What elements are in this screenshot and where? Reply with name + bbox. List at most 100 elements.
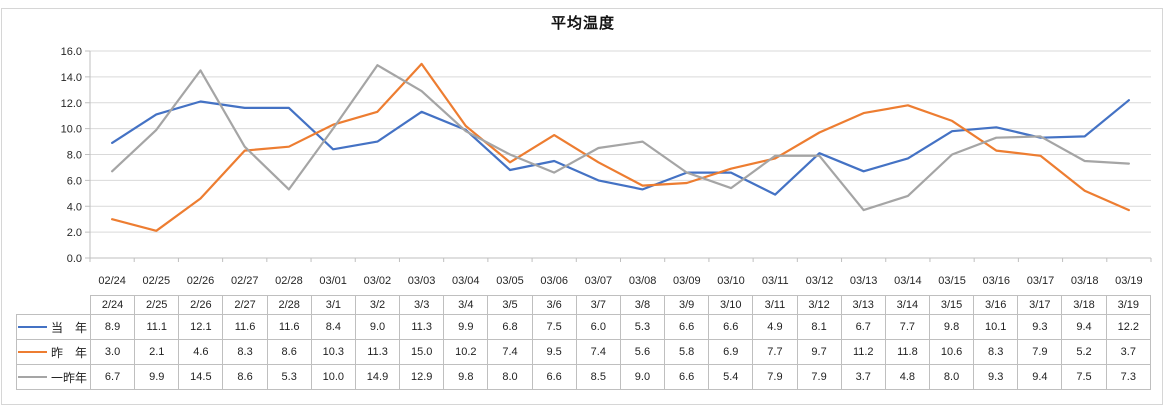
svg-text:03/01: 03/01 [319,275,347,287]
legend-series-name: 一昨年 [51,370,88,385]
table-value-cell: 7.5 [1061,364,1107,390]
table-header-cell: 2/25 [134,295,180,315]
table-header-cell: 2/24 [89,295,136,315]
table-header-cell: 2/26 [178,295,224,315]
table-value-cell: 4.9 [752,314,798,340]
legend-series-name: 当 年 [51,320,88,335]
table-value-cell: 6.6 [664,364,710,390]
table-value-cell: 9.4 [1061,314,1107,340]
table-value-cell: 14.5 [178,364,224,390]
table-header-cell: 3/3 [399,295,445,315]
table-value-cell: 5.2 [1061,339,1107,365]
svg-text:03/10: 03/10 [717,275,745,287]
svg-text:03/12: 03/12 [806,275,834,287]
svg-text:4.0: 4.0 [67,201,82,213]
table-value-cell: 9.8 [443,364,489,390]
table-value-cell: 4.6 [178,339,224,365]
svg-text:03/14: 03/14 [894,275,922,287]
table-value-cell: 10.2 [443,339,489,365]
table-value-cell: 12.2 [1105,314,1152,340]
svg-text:02/24: 02/24 [98,275,126,287]
table-value-cell: 6.6 [708,314,754,340]
table-value-cell: 8.6 [222,364,268,390]
table-value-cell: 8.0 [928,364,975,390]
legend-series-name: 昨 年 [51,345,88,360]
svg-text:03/18: 03/18 [1071,275,1099,287]
table-value-cell: 9.0 [354,314,401,340]
table-value-cell: 8.3 [222,339,268,365]
table-value-cell: 10.3 [310,339,356,365]
table-value-cell: 10.1 [973,314,1019,340]
table-value-cell: 3.7 [840,364,886,390]
svg-text:03/04: 03/04 [452,275,480,287]
table-value-cell: 7.3 [1105,364,1152,390]
table-value-cell: 7.9 [1017,339,1063,365]
chart-data-table: 2/24 2/25 2/26 2/27 2/28 3/1 3/2 3/3 3/4 3/5 3/6 3/… [16,295,1152,390]
legend-line-swatch [18,326,47,328]
table-row-series-0: 当 年 8.9 11.1 12.1 11.6 11.6 8.4 9.0 11.3 9.9 6.8 7.… [16,314,1152,340]
table-value-cell: 9.3 [973,364,1019,390]
legend-key-cell: 一昨年 [16,364,91,390]
table-header-cell: 3/18 [1061,295,1107,315]
line-chart-plot: 0.02.04.06.08.010.012.014.016.002/24 02/2… [61,46,1152,287]
svg-text:02/28: 02/28 [275,275,303,287]
table-value-cell: 3.0 [89,339,136,365]
table-value-cell: 8.1 [796,314,842,340]
table-value-cell: 9.3 [1017,314,1063,340]
gridlines [85,50,1151,259]
y-axis-labels: 0.0 2.0 4.0 6.0 8.0 10.0 12.0 14.0 16.0 [61,46,82,265]
table-value-cell: 6.7 [89,364,136,390]
legend-key-cell: 当 年 [16,314,91,340]
svg-text:02/25: 02/25 [143,275,171,287]
legend-key-cell: 昨 年 [16,339,91,365]
table-header-cell: 3/4 [443,295,489,315]
svg-text:0.0: 0.0 [67,253,82,265]
table-value-cell: 10.0 [310,364,356,390]
table-value-cell: 9.7 [796,339,842,365]
svg-text:2.0: 2.0 [67,227,82,239]
axes [89,51,1152,262]
table-value-cell: 6.7 [840,314,886,340]
table-header-cell: 2/27 [222,295,268,315]
table-value-cell: 9.9 [134,364,180,390]
table-header-cell: 3/11 [752,295,798,315]
table-header-cell: 3/9 [664,295,710,315]
svg-text:03/17: 03/17 [1027,275,1055,287]
svg-text:03/13: 03/13 [850,275,878,287]
table-value-cell: 8.0 [487,364,533,390]
table-value-cell: 11.2 [840,339,886,365]
table-value-cell: 11.3 [354,339,401,365]
table-value-cell: 11.3 [399,314,445,340]
legend-line-swatch [18,351,47,353]
table-value-cell: 3.7 [1105,339,1152,365]
svg-text:10.0: 10.0 [61,124,82,136]
table-header-cell: 3/15 [928,295,975,315]
table-row-series-2: 一昨年 6.7 9.9 14.5 8.6 5.3 10.0 14.9 12.9 9.8 8.0 6.6… [16,364,1152,390]
svg-text:14.0: 14.0 [61,72,82,84]
table-value-cell: 11.8 [884,339,930,365]
table-value-cell: 11.1 [134,314,180,340]
svg-text:02/26: 02/26 [187,275,215,287]
table-value-cell: 9.5 [531,339,577,365]
table-value-cell: 8.9 [89,314,136,340]
table-value-cell: 5.8 [664,339,710,365]
table-value-cell: 7.7 [884,314,930,340]
table-value-cell: 7.7 [752,339,798,365]
table-value-cell: 9.8 [928,314,975,340]
table-header-cell: 3/16 [973,295,1019,315]
table-value-cell: 8.6 [266,339,312,365]
svg-text:03/05: 03/05 [496,275,524,287]
table-header-cell: 3/7 [575,295,621,315]
table-value-cell: 12.1 [178,314,224,340]
table-header-cell: 2/28 [266,295,312,315]
table-corner-cell [16,295,91,315]
table-value-cell: 6.6 [664,314,710,340]
svg-text:03/08: 03/08 [629,275,657,287]
table-header-cell: 3/5 [487,295,533,315]
table-header-cell: 3/13 [840,295,886,315]
svg-text:8.0: 8.0 [67,150,82,162]
table-header-cell: 3/12 [796,295,842,315]
table-value-cell: 7.4 [575,339,621,365]
table-value-cell: 10.6 [928,339,975,365]
